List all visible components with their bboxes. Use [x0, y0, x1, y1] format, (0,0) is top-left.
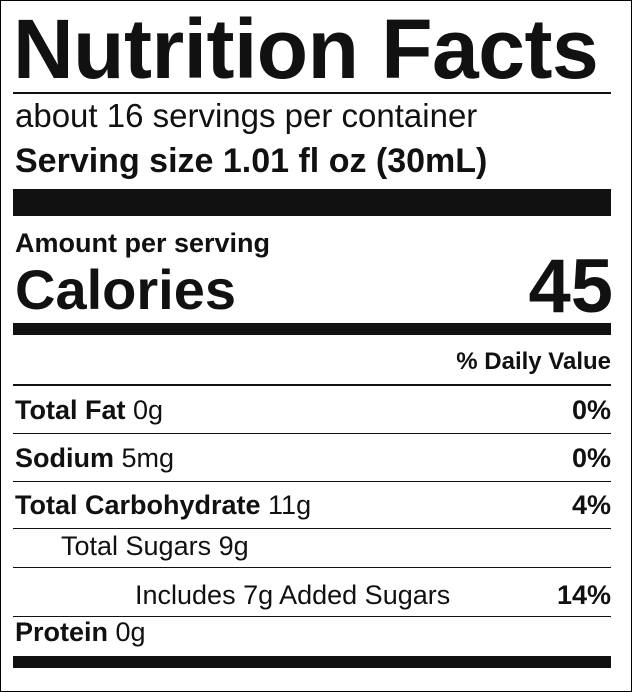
nutrient-name: Includes 7g Added Sugars: [135, 580, 451, 610]
nutrient-dv: 0%: [571, 395, 611, 425]
nutrient-dv: 14%: [556, 580, 611, 610]
thick-rule: [13, 323, 611, 335]
amount-per-serving: Amount per serving: [15, 228, 271, 258]
thick-rule: [13, 189, 611, 216]
nutrient-name: Total Fat: [15, 395, 126, 425]
nutrient-name: Total Sugars 9g: [61, 531, 249, 561]
calories-label: Calories: [15, 258, 236, 321]
nutrient-dv: 4%: [571, 490, 611, 520]
servings: about 16 servings per container: [15, 97, 478, 134]
title: Nutrition Facts: [13, 2, 599, 96]
rule: [13, 433, 611, 434]
nutrient-name: Sodium: [15, 443, 114, 473]
rule: [13, 528, 611, 529]
rule: [13, 481, 611, 482]
calories-value: 45: [528, 244, 613, 329]
nutrient-row: Total Carbohydrate 11g: [15, 492, 311, 519]
rule: [13, 92, 611, 94]
rule: [13, 616, 611, 617]
nutrient-dv: 0%: [571, 443, 611, 473]
rule: [13, 567, 611, 568]
nutrient-amount: 0g: [133, 395, 164, 425]
nutrient-amount: 0g: [115, 617, 146, 647]
nutrient-row: Total Fat 0g: [15, 397, 163, 424]
dv-header: % Daily Value: [456, 348, 611, 375]
nutrient-amount: 5mg: [121, 443, 175, 473]
nutrient-name: Total Carbohydrate: [15, 490, 261, 520]
nutrient-row: Protein 0g: [15, 619, 146, 646]
serving-size: Serving size 1.01 fl oz (30mL): [15, 142, 488, 180]
nutrient-amount: 11g: [268, 490, 312, 520]
rule: [13, 384, 611, 386]
nutrient-name: Protein: [15, 617, 109, 647]
nutrient-row: Sodium 5mg: [15, 445, 174, 472]
thick-rule: [13, 656, 611, 668]
